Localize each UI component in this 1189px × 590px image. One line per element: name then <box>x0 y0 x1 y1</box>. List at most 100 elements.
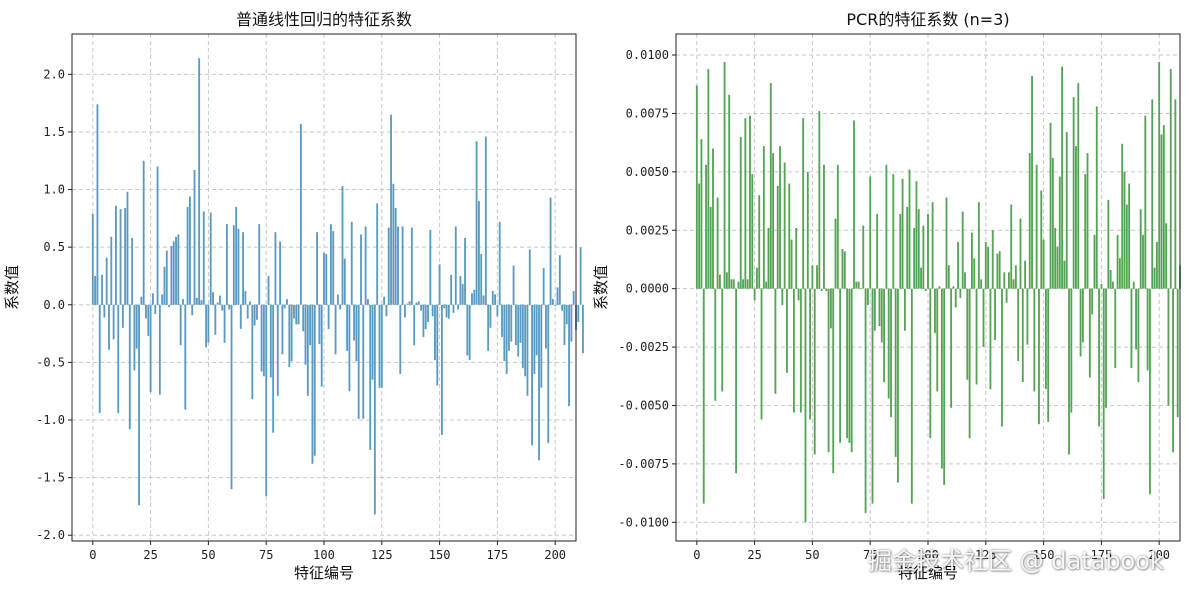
bar <box>1091 288 1094 315</box>
bar <box>966 288 969 380</box>
bar <box>758 195 761 289</box>
bar <box>258 224 261 305</box>
bar <box>1021 288 1024 383</box>
bar <box>228 304 231 310</box>
bar <box>115 205 117 305</box>
bar <box>1017 288 1020 362</box>
bar <box>1139 209 1142 289</box>
bar <box>461 284 464 305</box>
bar <box>1028 153 1031 289</box>
bar <box>1162 125 1165 289</box>
bar <box>191 304 194 316</box>
bar <box>214 304 217 335</box>
y-tick-label: 0.0 <box>43 298 65 312</box>
bar <box>957 241 959 289</box>
bar <box>1033 288 1036 392</box>
bar <box>987 246 990 289</box>
bar <box>776 185 779 289</box>
bar <box>760 288 763 420</box>
bar <box>947 265 950 289</box>
bar <box>1049 122 1052 289</box>
x-tick-label: 175 <box>487 548 509 562</box>
x-tick-label: 50 <box>201 548 215 562</box>
bar <box>1112 281 1114 289</box>
bar <box>719 274 721 289</box>
bar <box>320 304 323 387</box>
bar <box>184 304 187 410</box>
bar <box>818 111 821 289</box>
bar <box>1081 288 1084 343</box>
bar <box>510 304 513 342</box>
bar <box>737 281 740 289</box>
bar <box>239 304 242 329</box>
bar <box>195 297 198 305</box>
bar <box>890 288 892 418</box>
bar <box>269 304 272 378</box>
bar <box>198 58 201 305</box>
bar <box>249 301 251 305</box>
bar <box>413 304 416 346</box>
bar <box>1130 288 1133 369</box>
bar <box>235 206 238 305</box>
bar <box>242 232 245 305</box>
bar <box>735 288 738 474</box>
bar <box>765 281 768 289</box>
bar <box>730 279 733 289</box>
y-tick-label: 0.5 <box>43 240 65 254</box>
x-tick-label: 150 <box>1033 548 1055 562</box>
x-tick-label: 75 <box>259 548 273 562</box>
bar <box>542 267 545 305</box>
bar <box>975 288 978 385</box>
bar <box>829 288 832 329</box>
bar <box>561 304 564 311</box>
bar <box>327 304 330 329</box>
bar <box>313 304 316 456</box>
bar <box>168 304 171 308</box>
bar <box>1114 288 1117 369</box>
bar <box>880 288 883 343</box>
bar <box>1125 204 1128 289</box>
bar <box>977 202 980 289</box>
x-tick-label: 150 <box>429 548 451 562</box>
bar <box>279 241 281 305</box>
bar <box>943 288 946 485</box>
bar <box>839 288 842 443</box>
bar <box>336 294 339 305</box>
bar <box>508 304 510 351</box>
bar <box>579 247 582 305</box>
bar <box>117 304 120 414</box>
bar <box>968 288 971 439</box>
bar <box>857 281 860 289</box>
bar <box>394 207 397 305</box>
bar <box>841 248 844 289</box>
bar <box>920 267 922 289</box>
bar <box>1102 288 1105 499</box>
bar <box>806 171 809 289</box>
bar <box>878 288 881 327</box>
bar <box>799 288 802 413</box>
x-tick-label: 125 <box>975 548 997 562</box>
bar <box>1038 288 1040 425</box>
bar <box>295 304 298 325</box>
bar <box>746 279 749 289</box>
bar <box>1146 288 1149 371</box>
bar <box>179 304 182 346</box>
bar <box>383 296 386 305</box>
x-tick-label: 75 <box>863 548 877 562</box>
bar <box>964 272 966 289</box>
bar <box>565 304 568 325</box>
bar <box>876 213 879 289</box>
bar <box>959 288 962 299</box>
bar <box>459 275 462 305</box>
bar <box>288 304 291 368</box>
bar <box>1035 164 1038 289</box>
bar <box>1010 204 1013 289</box>
bar <box>702 288 705 504</box>
bar <box>825 288 828 292</box>
bar <box>362 304 365 419</box>
bar <box>1118 258 1121 289</box>
bar <box>131 237 134 305</box>
y-tick-label: 0.0100 <box>626 48 669 62</box>
bar <box>897 288 899 483</box>
bar <box>1077 83 1080 289</box>
